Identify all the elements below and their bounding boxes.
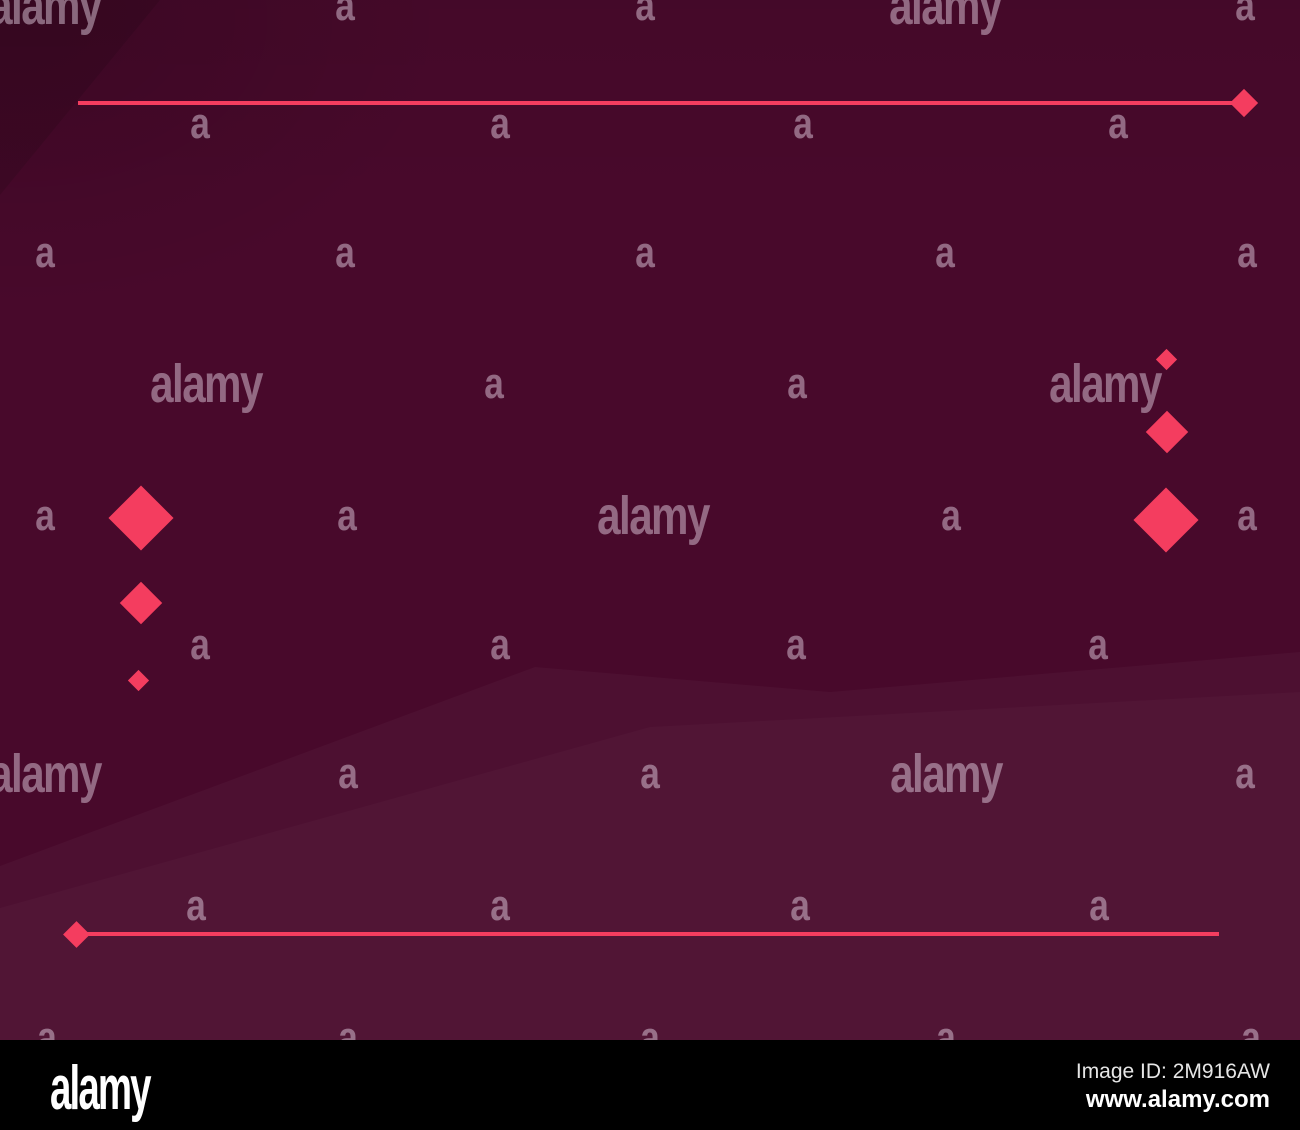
watermark-letter: a (787, 359, 807, 409)
watermark-word: alamy (597, 485, 710, 546)
watermark-letter: a (640, 749, 660, 799)
watermark-letter: a (1235, 0, 1255, 31)
left-diamond-small (127, 669, 149, 691)
alamy-logo: alamy (50, 1054, 152, 1123)
watermark-letter: a (35, 491, 55, 541)
watermark-letter: a (1108, 99, 1128, 149)
watermark-letter: a (490, 881, 510, 931)
top-rule (78, 101, 1244, 105)
bottom-rule (76, 932, 1219, 936)
watermark-letter: a (335, 0, 355, 31)
bottom-rule-start-diamond (62, 920, 90, 948)
watermark-letter: a (490, 99, 510, 149)
watermark-letter: a (1088, 620, 1108, 670)
watermark-word: alamy (0, 0, 102, 36)
watermark-letter: a (1237, 491, 1257, 541)
watermark-letter: a (484, 359, 504, 409)
footer-credit-block: Image ID: 2M916AW www.alamy.com (1076, 1060, 1270, 1113)
watermark-letter: a (635, 0, 655, 31)
watermark-letter: a (337, 491, 357, 541)
watermark-letter: a (190, 620, 210, 670)
watermark-letter: a (335, 228, 355, 278)
watermark-letter: a (793, 99, 813, 149)
watermark-word: alamy (0, 743, 102, 804)
right-diamond-large (1133, 487, 1199, 553)
right-diamond-small (1155, 348, 1177, 370)
corner-shade (0, 0, 160, 195)
alamy-url-text: www.alamy.com (1085, 1086, 1270, 1114)
watermark-letter: a (338, 749, 358, 799)
watermark-footer-bar: alamy Image ID: 2M916AW www.alamy.com (0, 1040, 1300, 1130)
watermark-letter: a (941, 491, 961, 541)
left-diamond-medium (119, 581, 163, 625)
watermark-letter: a (790, 881, 810, 931)
image-id-text: Image ID: 2M916AW (1075, 1060, 1270, 1083)
watermark-word: alamy (1049, 353, 1162, 414)
top-rule-end-diamond (1229, 88, 1259, 118)
watermark-word: alamy (889, 0, 1002, 36)
watermark-word: alamy (150, 353, 263, 414)
watermark-letter: a (490, 620, 510, 670)
watermark-letter: a (935, 228, 955, 278)
watermark-letter: a (1089, 881, 1109, 931)
watermark-letter: a (186, 881, 206, 931)
watermark-letter: a (190, 99, 210, 149)
watermark-letter: a (1235, 749, 1255, 799)
watermark-word: alamy (890, 743, 1003, 804)
watermark-letter: a (1237, 228, 1257, 278)
watermark-letter: a (786, 620, 806, 670)
right-diamond-medium (1145, 410, 1189, 454)
watermark-letter: a (35, 228, 55, 278)
watermark-letter: a (635, 228, 655, 278)
left-diamond-large (108, 485, 174, 551)
